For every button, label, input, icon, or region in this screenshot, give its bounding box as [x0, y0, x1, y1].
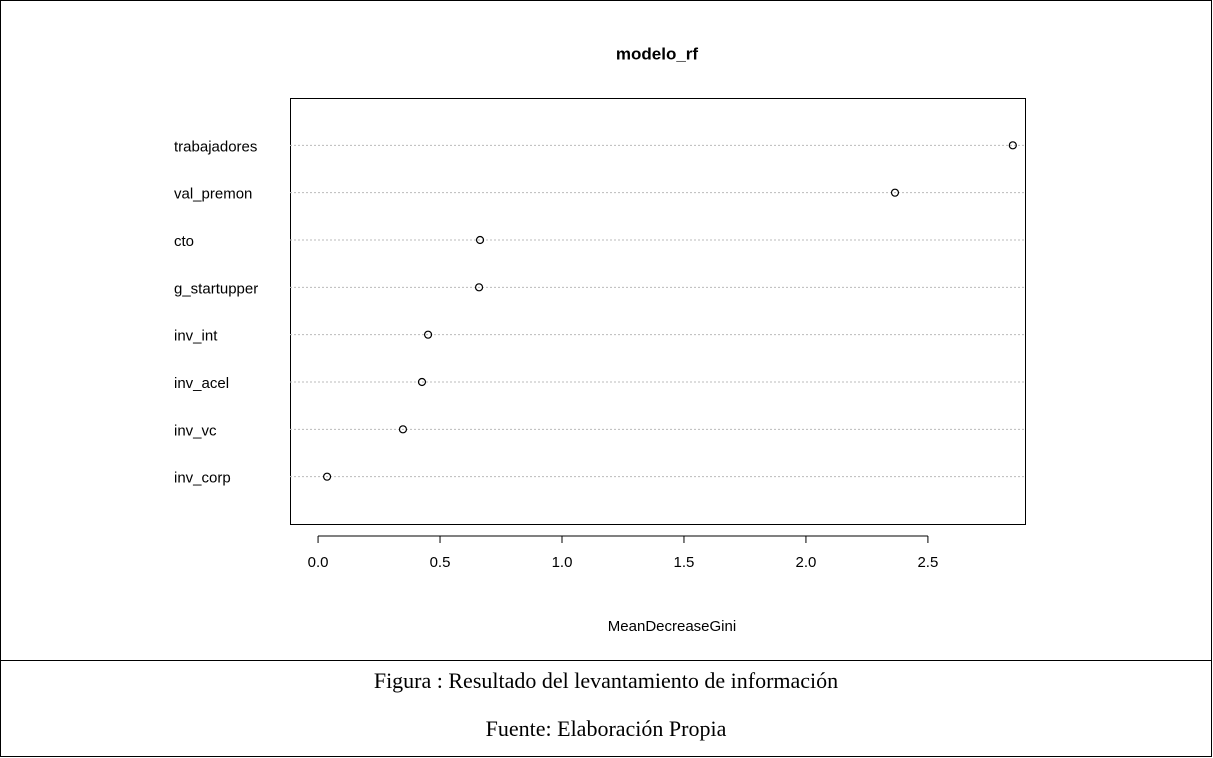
- y-tick-label: cto: [174, 233, 194, 250]
- point: [474, 283, 484, 292]
- point: [1008, 141, 1017, 150]
- x-tick-label: 1.0: [552, 554, 573, 571]
- x-tick-label: 2.5: [917, 554, 938, 571]
- y-tick-label: inv_int: [174, 328, 218, 345]
- x-tick-label: 0.5: [430, 554, 451, 571]
- point: [398, 425, 408, 434]
- x-tick-label: 2.0: [796, 554, 817, 571]
- x-tick-label: 1.5: [674, 554, 695, 571]
- source-caption: Fuente: Elaboración Propia: [486, 716, 727, 741]
- y-tick-label: g_startupper: [174, 280, 258, 297]
- y-tick-label: trabajadores: [174, 138, 257, 155]
- point: [417, 377, 427, 387]
- figure-caption: Figura : Resultado del levantamiento de …: [374, 668, 838, 693]
- y-tick-label: inv_acel: [174, 375, 229, 392]
- point: [423, 330, 433, 339]
- y-tick-label: inv_vc: [174, 422, 217, 439]
- y-tick-label: inv_corp: [174, 470, 231, 487]
- plot-box: [290, 98, 1026, 525]
- point: [475, 235, 485, 245]
- y-tick-label: val_premon: [174, 186, 252, 203]
- point: [322, 472, 332, 481]
- x-tick-label: 0.0: [308, 554, 329, 571]
- chart-title: modelo_rf: [616, 44, 699, 63]
- x-axis-label: MeanDecreaseGini: [608, 618, 736, 635]
- point: [890, 188, 900, 197]
